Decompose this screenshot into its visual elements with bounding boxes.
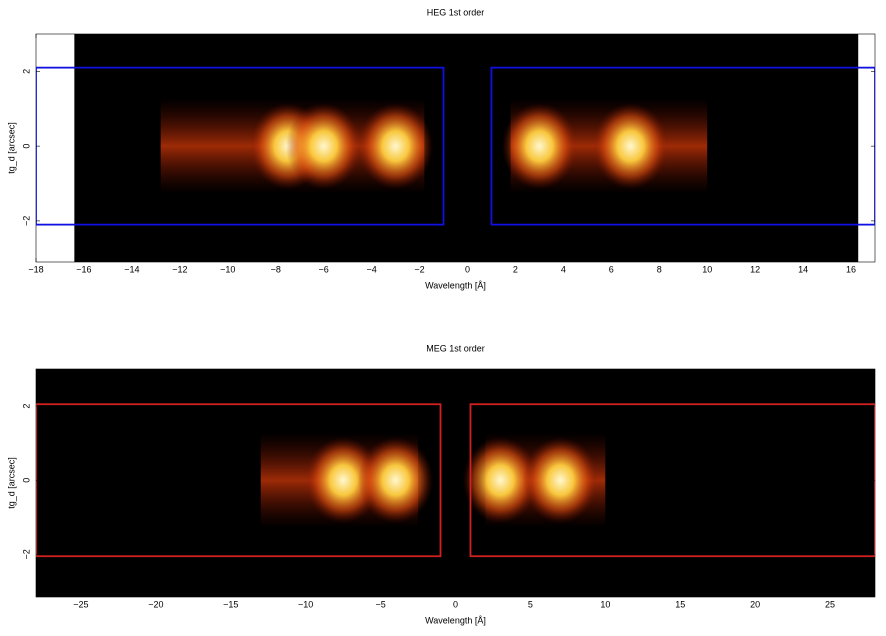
x-axis-label: Wavelength [Å] [425, 615, 486, 625]
emission-peak [522, 437, 599, 524]
x-tick-label: −16 [76, 264, 91, 274]
x-tick-label: 0 [453, 599, 458, 609]
y-tick-label: −2 [21, 216, 31, 226]
image [36, 34, 875, 262]
x-tick-label: −15 [223, 599, 238, 609]
emission-peak [357, 103, 434, 190]
x-tick-label: −25 [73, 599, 88, 609]
emission-peak [305, 437, 381, 524]
x-tick-label: −18 [28, 264, 43, 274]
x-tick-label: −6 [319, 264, 329, 274]
chart-title: HEG 1st order [427, 7, 485, 17]
x-tick-label: −2 [414, 264, 424, 274]
x-tick-label: −12 [172, 264, 187, 274]
y-tick-label: 2 [21, 69, 31, 74]
x-tick-label: 14 [798, 264, 808, 274]
x-tick-label: 25 [825, 599, 835, 609]
emission-peak [285, 103, 362, 190]
x-tick-label: 4 [561, 264, 566, 274]
emission-peak [357, 437, 434, 524]
region [490, 66, 875, 226]
x-tick-label: 5 [528, 599, 533, 609]
x-tick-label: 12 [750, 264, 760, 274]
x-tick-label: −5 [375, 599, 385, 609]
y-tick-label: 0 [21, 478, 31, 483]
x-tick-label: 10 [702, 264, 712, 274]
y-axis-label: tg_d [arcsec] [6, 122, 16, 174]
y-tick-label: −2 [21, 549, 31, 559]
x-tick-label: −10 [220, 264, 235, 274]
x-tick-label: 2 [513, 264, 518, 274]
data-extent [36, 369, 875, 597]
x-tick-label: 20 [750, 599, 760, 609]
region [469, 403, 875, 558]
emission-peak [592, 103, 669, 190]
x-tick-label: −10 [298, 599, 313, 609]
x-tick-label: −8 [271, 264, 281, 274]
x-tick-label: 8 [657, 264, 662, 274]
image [36, 369, 875, 597]
x-tick-label: 6 [609, 264, 614, 274]
x-tick-label: 0 [465, 264, 470, 274]
emission-peak [462, 437, 539, 524]
region [36, 66, 445, 226]
y-tick-label: 0 [21, 144, 31, 149]
y-axis-label: tg_d [arcsec] [6, 457, 16, 509]
emission-peak [501, 103, 578, 190]
region [36, 403, 442, 558]
x-tick-label: −14 [124, 264, 139, 274]
x-tick-label: −4 [366, 264, 376, 274]
x-tick-label: 15 [675, 599, 685, 609]
x-tick-label: 16 [846, 264, 856, 274]
x-axis-label: Wavelength [Å] [425, 280, 486, 290]
x-tick-label: 10 [600, 599, 610, 609]
chart-title: MEG 1st order [426, 343, 485, 353]
y-tick-label: 2 [21, 404, 31, 409]
x-tick-label: −20 [148, 599, 163, 609]
